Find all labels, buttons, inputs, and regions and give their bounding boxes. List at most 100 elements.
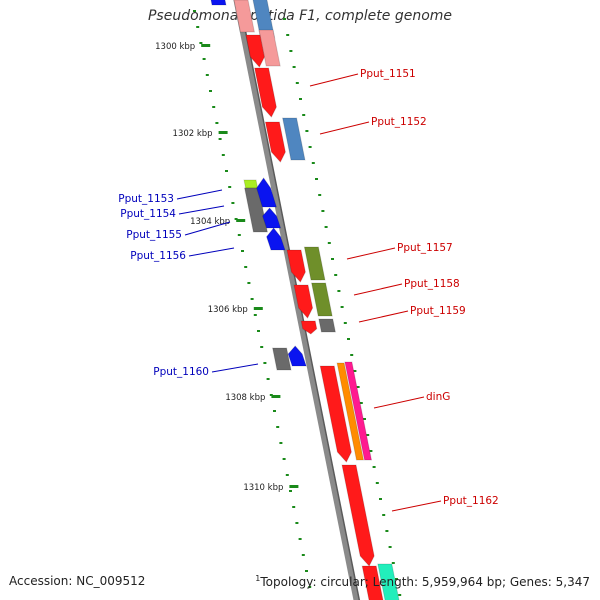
outer-scale-dot [308,146,312,148]
inner-scale-dot [260,346,264,348]
outer-scale-dot [391,562,395,564]
outer-scale-dot [292,66,296,68]
genome-summary: 1Topology: circular; Length: 5,959,964 b… [255,574,590,589]
gene-feature-red-6 [361,565,384,600]
gene-label-leader [184,221,231,236]
gene-feature-magenta [344,361,373,461]
gene-feature-pput-1162 [341,464,375,567]
scale-label: 1310 kbp [243,483,283,493]
gene-label: Pput_1156 [130,250,186,262]
inner-scale-dot [241,250,244,252]
gene-label-leader [358,310,409,323]
gene-feature-pput-1159 [318,318,337,333]
genome-backbone [233,0,361,600]
gene-label-leader [178,205,225,215]
gene-feature-pput-1154 [243,187,269,233]
inner-scale-dot [292,506,296,508]
inner-scale-dot [247,282,251,284]
gene-label-leader [188,247,235,257]
outer-scale-dot [375,482,379,484]
outer-scale-dot [385,530,389,532]
gene-feature-pink-top [233,0,256,33]
inner-scale-dot [234,218,238,220]
gene-feature-red-4 [293,284,314,319]
inner-scale-dot [266,378,270,380]
inner-scale-dot [196,26,200,28]
inner-scale-dot [221,154,225,156]
inner-scale-dot [199,42,203,44]
scale-tick [289,485,299,488]
gene-label: Pput_1157 [397,242,453,254]
gene-label: Pput_1162 [443,495,499,507]
accession-text: Accession: NC_009512 [9,574,146,588]
scale-label: 1302 kbp [173,129,213,139]
outer-scale-dot [327,242,331,244]
scale-tick [218,131,228,134]
outer-scale-dot [337,290,341,292]
inner-scale-dot [308,586,312,588]
gene-feature-red-5 [300,320,318,335]
footnote-mark: 1 [255,574,261,583]
inner-scale-dot [269,394,273,396]
outer-scale-dot [359,402,363,404]
scale-ticks: 1300 kbp 1302 kbp 1304 kbp 1306 kbp 1308 kbp… [155,42,299,493]
inner-scale-dot [202,58,206,60]
scale-tick [236,219,246,222]
outer-scale-dot [302,114,306,116]
inner-scale-dot [250,298,254,300]
map-title: Pseudomonas putida F1, complete genome [147,8,453,24]
gene-feature-blue [262,207,282,229]
scale-dots [193,10,402,596]
inner-scale-dot [279,442,283,444]
gene-label-leader [353,283,403,296]
gene-label-leader [309,73,359,87]
outer-scale-dot [382,514,386,516]
outer-scale-dot [324,226,328,228]
outer-scale-dot [295,82,299,84]
gene-feature-pput-1153 [243,179,259,189]
inner-scale-dot [237,234,241,236]
inner-scale-dot [244,266,248,268]
inner-scale-dot [212,106,216,108]
gene-features [210,0,400,600]
gene-label-leader [391,500,442,512]
outer-scale-dot [395,578,398,580]
outer-scale-dot [299,98,302,100]
scale-label: 1306 kbp [208,305,248,315]
gene-feature-pput-1160 [287,345,307,367]
gene-feature-red [245,34,265,68]
gene-label-leader [176,189,223,200]
inner-scale-dot [225,170,228,172]
outer-scale-dot [315,178,318,180]
gene-label: Pput_1155 [126,229,182,241]
inner-scale-dot [289,490,292,492]
gene-label: dinG [426,391,450,403]
inner-scale-dot [295,522,299,524]
inner-scale-dot [228,186,232,188]
outer-scale-dot [286,34,290,36]
inner-scale-dot [298,538,302,540]
outer-scale-dot [398,594,402,596]
gene-feature-gray [271,347,292,371]
gene-feature-aqua [377,563,400,600]
gene-label-leader [319,121,370,135]
gene-label-leader [346,247,396,260]
gene-feature-ding [319,365,352,463]
inner-scale-dot [305,570,308,572]
inner-scale-dot [285,474,289,476]
outer-scale-dot [340,306,344,308]
inner-scale-dot [193,10,196,12]
gene-feature-red-3 [286,249,306,283]
outer-scale-dot [321,210,325,212]
scale-tick [253,307,263,310]
gene-feature-pput-1158 [310,282,333,317]
gene-feature-pput-1157 [303,246,326,281]
inner-scale-dot [282,458,286,460]
inner-scale-dot [253,314,257,316]
backbone-line [233,0,359,600]
inner-scale-dot [263,362,267,364]
outer-scale-dot [343,322,347,324]
gene-label-leader [211,363,259,373]
gene-label-leader [373,396,425,409]
inner-scale-dot [301,554,305,556]
